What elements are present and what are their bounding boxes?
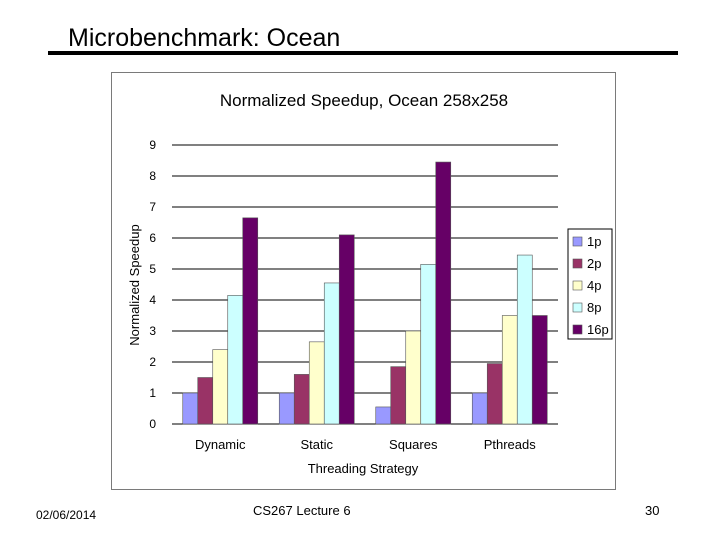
bar-static-8p xyxy=(323,282,340,425)
bar-dynamic-16p xyxy=(242,217,259,425)
bar-dynamic-4p xyxy=(212,349,229,425)
y-tick-label: 7 xyxy=(149,200,156,214)
bar-pthreads-2p xyxy=(486,363,503,425)
bar-squares-8p xyxy=(420,264,437,425)
legend-label-1p: 1p xyxy=(587,234,601,249)
y-axis-ticks: 0 1 2 3 4 5 6 7 8 9 xyxy=(149,138,156,431)
bar-pthreads-1p xyxy=(471,392,488,425)
slide-title: Microbenchmark: Ocean xyxy=(68,24,341,52)
y-tick-label: 5 xyxy=(149,262,156,276)
legend-swatch-1p xyxy=(572,236,583,247)
legend-label-16p: 16p xyxy=(587,322,609,337)
y-tick-label: 4 xyxy=(149,293,156,307)
legend-swatch-16p xyxy=(572,324,583,335)
x-tick-label: Static xyxy=(300,437,333,452)
bar-static-4p xyxy=(308,341,325,425)
legend-swatch-8p xyxy=(572,302,583,313)
bar-squares-16p xyxy=(435,161,452,425)
y-tick-label: 1 xyxy=(149,386,156,400)
x-tick-label: Pthreads xyxy=(484,437,537,452)
chart-container: Normalized Speedup, Ocean 258x258 0 1 2 3 4 5… xyxy=(111,72,616,490)
bar-squares-4p xyxy=(405,330,422,425)
legend-swatch-2p xyxy=(572,258,583,269)
bar-pthreads-16p xyxy=(531,315,548,425)
legend: 1p 2p 4p 8p 16p xyxy=(567,228,613,340)
bar-static-16p xyxy=(338,234,355,425)
bar-pthreads-4p xyxy=(501,315,518,425)
y-tick-label: 6 xyxy=(149,231,156,245)
x-axis-ticks: Dynamic Static Squares Pthreads xyxy=(195,437,536,452)
bar-pthreads-8p xyxy=(516,254,533,425)
y-tick-label: 2 xyxy=(149,355,156,369)
legend-label-8p: 8p xyxy=(587,300,601,315)
bar-squares-1p xyxy=(375,406,392,425)
page-number: 30 xyxy=(645,503,660,518)
y-tick-label: 3 xyxy=(149,324,156,338)
footer-date: 02/06/2014 xyxy=(36,508,97,522)
x-tick-label: Squares xyxy=(389,437,438,452)
x-tick-label: Dynamic xyxy=(195,437,246,452)
y-tick-label: 8 xyxy=(149,169,156,183)
legend-label-2p: 2p xyxy=(587,256,601,271)
footer-lecture: CS267 Lecture 6 xyxy=(253,503,351,518)
y-axis-label: Normalized Speedup xyxy=(127,224,142,345)
bars xyxy=(182,161,548,425)
title-underline xyxy=(48,51,678,55)
bar-dynamic-1p xyxy=(182,392,199,425)
legend-label-4p: 4p xyxy=(587,278,601,293)
bar-squares-2p xyxy=(390,366,407,425)
x-axis-label: Threading Strategy xyxy=(308,461,419,476)
bar-static-1p xyxy=(278,392,295,425)
chart-title: Normalized Speedup, Ocean 258x258 xyxy=(220,91,508,110)
legend-box xyxy=(567,228,613,340)
legend-swatch-4p xyxy=(572,280,583,291)
bar-static-2p xyxy=(293,374,310,425)
y-tick-label: 0 xyxy=(149,417,156,431)
bar-dynamic-2p xyxy=(197,377,214,425)
y-tick-label: 9 xyxy=(149,138,156,152)
bar-dynamic-8p xyxy=(227,295,244,425)
bar-chart: Normalized Speedup, Ocean 258x258 0 1 2 3 4 5… xyxy=(127,91,613,476)
